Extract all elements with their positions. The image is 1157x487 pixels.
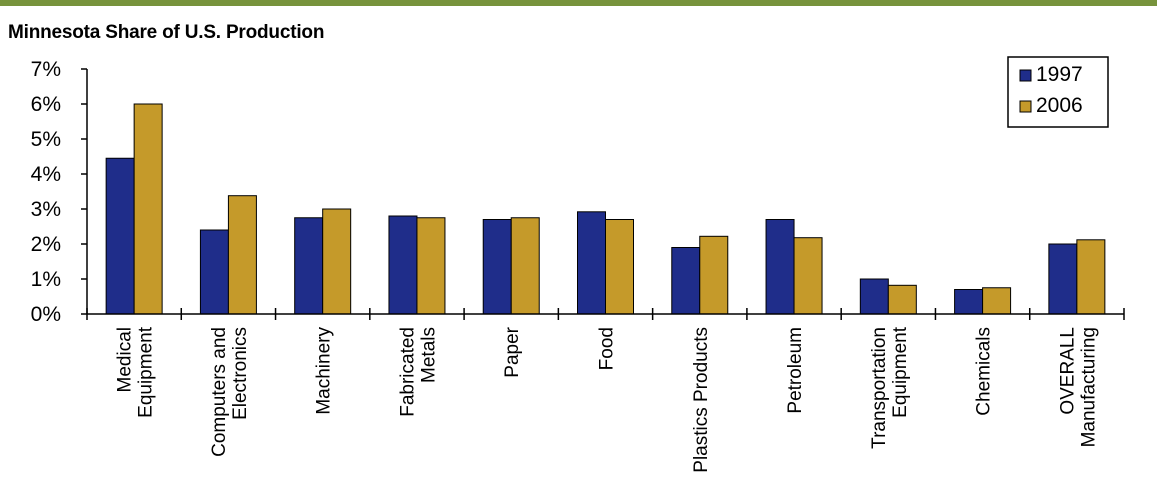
bar-1997 <box>577 211 606 315</box>
category-label-line: Fabricated <box>397 327 418 417</box>
category-label-line: Transportation <box>869 327 890 449</box>
bar-2006 <box>510 217 540 315</box>
bar-2006 <box>1076 239 1106 315</box>
chart-title: Minnesota Share of U.S. Production <box>8 22 325 43</box>
category-label-line: Equipment <box>890 326 911 418</box>
bar-1997 <box>294 217 324 315</box>
category-label-line: Metals <box>418 327 439 383</box>
bar-2006 <box>605 219 634 315</box>
category-label-line: Petroleum <box>785 327 806 414</box>
category-label-line: Chemicals <box>974 327 995 416</box>
category-label-line: Computers and <box>209 327 230 457</box>
legend-swatch-1997 <box>1019 69 1032 82</box>
bar-2006 <box>322 208 352 315</box>
legend-label-1997: 1997 <box>1036 63 1083 86</box>
category-label-line: Machinery <box>314 327 335 415</box>
legend-label-2006: 2006 <box>1036 94 1083 117</box>
bar-1997 <box>671 247 701 315</box>
bar-1997 <box>954 289 984 315</box>
category-label: OVERALL Manufacturing <box>1057 327 1099 447</box>
bar-1997 <box>1048 243 1078 315</box>
y-tick-label: 7% <box>31 58 61 81</box>
category-label-line: OVERALL <box>1057 327 1078 415</box>
bar-2006 <box>133 103 163 315</box>
bar-1997 <box>105 157 135 315</box>
category-label-line: Medical <box>115 327 136 392</box>
category-label-line: Manufacturing <box>1078 327 1099 447</box>
bar-2006 <box>699 235 729 315</box>
y-tick-label: 1% <box>31 268 61 291</box>
category-label-line: Equipment <box>136 326 157 418</box>
category-label-line: Plastics Products <box>691 327 712 473</box>
category-label-line: Paper <box>502 326 523 377</box>
bar-2006 <box>416 217 446 315</box>
category-label-line: Electronics <box>230 327 251 420</box>
bar-1997 <box>199 229 229 315</box>
category-label: Medical Equipment <box>115 326 157 418</box>
category-label: Plastics Products <box>691 327 712 473</box>
bar-2006 <box>227 195 257 315</box>
header-rule <box>0 0 1157 6</box>
bar-1997 <box>482 219 512 315</box>
y-tick-label: 4% <box>31 163 61 186</box>
bar-1997 <box>859 278 889 315</box>
bar-1997 <box>388 215 418 315</box>
category-label: Petroleum <box>785 327 806 414</box>
bar-2006 <box>793 237 823 315</box>
y-tick-label: 5% <box>31 128 61 151</box>
category-label: Machinery <box>314 327 335 415</box>
y-tick-label: 6% <box>31 93 61 116</box>
y-tick-label: 2% <box>31 233 61 256</box>
y-tick-label: 0% <box>31 303 61 326</box>
bar-1997 <box>765 219 795 315</box>
bar-2006 <box>982 287 1012 315</box>
category-label: Food <box>597 327 618 370</box>
category-label: Chemicals <box>974 327 995 416</box>
category-label: Computers and Electronics <box>209 327 251 457</box>
category-label: Paper <box>502 326 523 377</box>
category-label: Fabricated Metals <box>397 327 439 417</box>
bar-2006 <box>887 284 917 315</box>
category-label-line: Food <box>597 327 618 370</box>
category-label: Transportation Equipment <box>869 326 911 449</box>
legend-swatch-2006 <box>1019 100 1032 113</box>
y-tick-label: 3% <box>31 198 61 221</box>
legend-box <box>1007 56 1109 128</box>
